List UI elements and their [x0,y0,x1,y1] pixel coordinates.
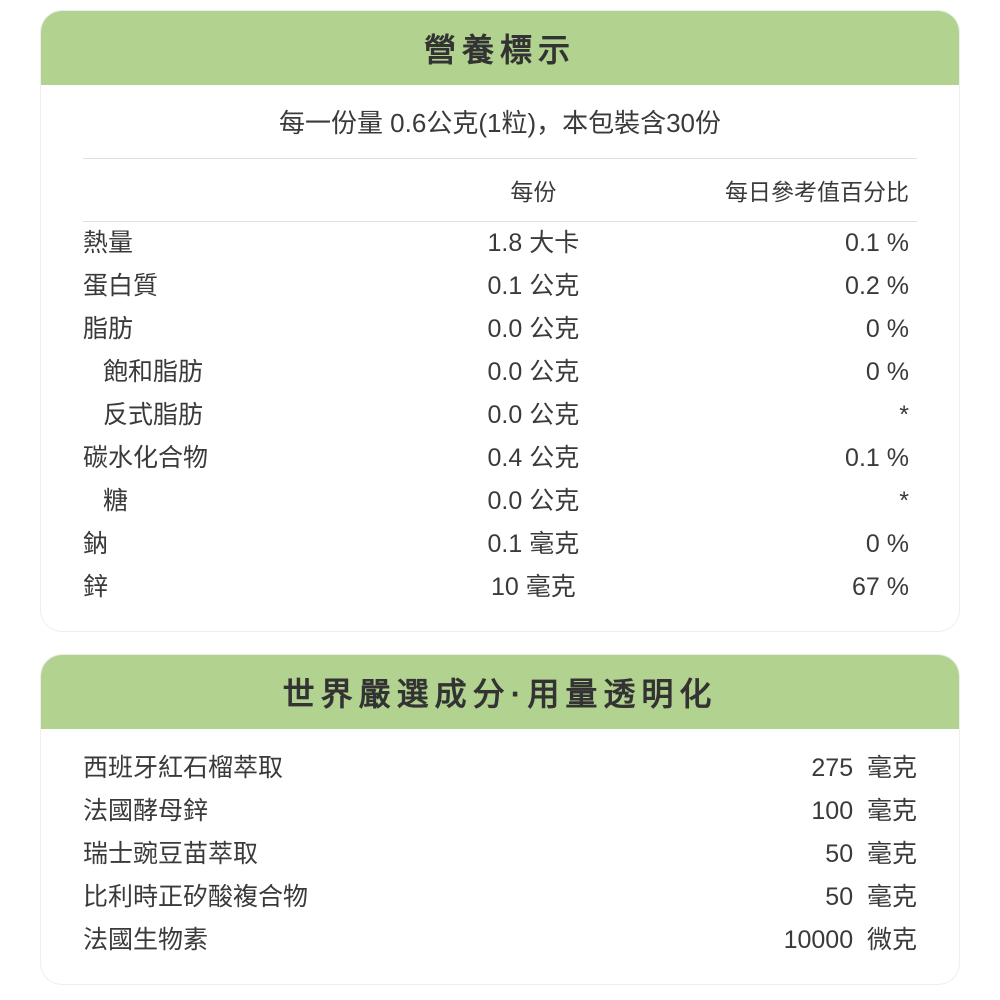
nutrition-row: 鈉0.1 毫克0 % [83,523,917,566]
nutrient-name: 脂肪 [83,308,417,351]
ingredient-row: 瑞士豌豆苗萃取 50 毫克 [83,833,917,876]
nutrition-row: 熱量1.8 大卡0.1 % [83,222,917,265]
ingredients-table: 西班牙紅石榴萃取275 毫克法國酵母鋅100 毫克瑞士豌豆苗萃取50 毫克比利時… [41,729,959,984]
nutrition-row: 糖0.0 公克* [83,480,917,523]
ingredient-name: 西班牙紅石榴萃取 [83,747,283,790]
nutrient-per-serving: 0.1 公克 [417,265,651,308]
ingredient-name: 瑞士豌豆苗萃取 [83,833,258,876]
nutrient-daily-value: 0.1 % [650,437,917,480]
nutrient-per-serving: 0.4 公克 [417,437,651,480]
ingredient-amount: 50 毫克 [825,833,917,876]
nutrient-name: 鈉 [83,523,417,566]
ingredient-name: 法國生物素 [83,919,208,962]
nutrition-panel: 營養標示 每一份量 0.6公克(1粒)，本包裝含30份 每份 每日參考值百分比 … [40,10,960,632]
nutrient-name: 熱量 [83,222,417,265]
nutrition-title: 營養標示 [41,11,959,85]
nutrition-row: 脂肪0.0 公克0 % [83,308,917,351]
nutrient-daily-value: 0 % [650,351,917,394]
nutrient-daily-value: * [650,394,917,437]
ingredients-panel: 世界嚴選成分·用量透明化 西班牙紅石榴萃取275 毫克法國酵母鋅100 毫克瑞士… [40,654,960,985]
nutrient-daily-value: * [650,480,917,523]
nutrient-daily-value: 0 % [650,523,917,566]
nutrient-per-serving: 0.0 公克 [417,480,651,523]
ingredient-row: 法國生物素 10000 微克 [83,919,917,962]
col-daily-value: 每日參考值百分比 [650,173,917,207]
nutrient-daily-value: 0.1 % [650,222,917,265]
nutrient-name: 糖 [83,480,417,523]
ingredient-row: 比利時正矽酸複合物 50 毫克 [83,876,917,919]
col-per-serving: 每份 [417,173,651,207]
nutrient-daily-value: 67 % [650,566,917,609]
nutrient-per-serving: 1.8 大卡 [417,222,651,265]
nutrient-name: 碳水化合物 [83,437,417,480]
nutrient-daily-value: 0 % [650,308,917,351]
nutrient-name: 鋅 [83,566,417,609]
nutrition-row: 飽和脂肪0.0 公克0 % [83,351,917,394]
ingredient-amount: 100 毫克 [811,790,917,833]
nutrient-per-serving: 0.0 公克 [417,394,651,437]
nutrition-table: 每份 每日參考值百分比 熱量1.8 大卡0.1 %蛋白質0.1 公克0.2 %脂… [41,158,959,631]
ingredient-row: 西班牙紅石榴萃取 275 毫克 [83,747,917,790]
serving-info: 每一份量 0.6公克(1粒)，本包裝含30份 [41,85,959,158]
nutrient-name: 反式脂肪 [83,394,417,437]
nutrient-per-serving: 0.0 公克 [417,308,651,351]
ingredient-amount: 275 毫克 [811,747,917,790]
nutrition-row: 碳水化合物0.4 公克0.1 % [83,437,917,480]
nutrient-per-serving: 0.1 毫克 [417,523,651,566]
nutrient-daily-value: 0.2 % [650,265,917,308]
nutrient-per-serving: 10 毫克 [417,566,651,609]
nutrition-columns-row: 每份 每日參考值百分比 [83,159,917,221]
nutrition-row: 反式脂肪0.0 公克* [83,394,917,437]
ingredient-name: 比利時正矽酸複合物 [83,876,308,919]
ingredient-name: 法國酵母鋅 [83,790,208,833]
ingredients-title: 世界嚴選成分·用量透明化 [41,655,959,729]
nutrient-name: 飽和脂肪 [83,351,417,394]
nutrition-row: 蛋白質0.1 公克0.2 % [83,265,917,308]
nutrition-row: 鋅10 毫克67 % [83,566,917,609]
nutrient-name: 蛋白質 [83,265,417,308]
nutrient-per-serving: 0.0 公克 [417,351,651,394]
ingredient-amount: 50 毫克 [825,876,917,919]
ingredient-row: 法國酵母鋅 100 毫克 [83,790,917,833]
ingredient-amount: 10000 微克 [784,919,917,962]
